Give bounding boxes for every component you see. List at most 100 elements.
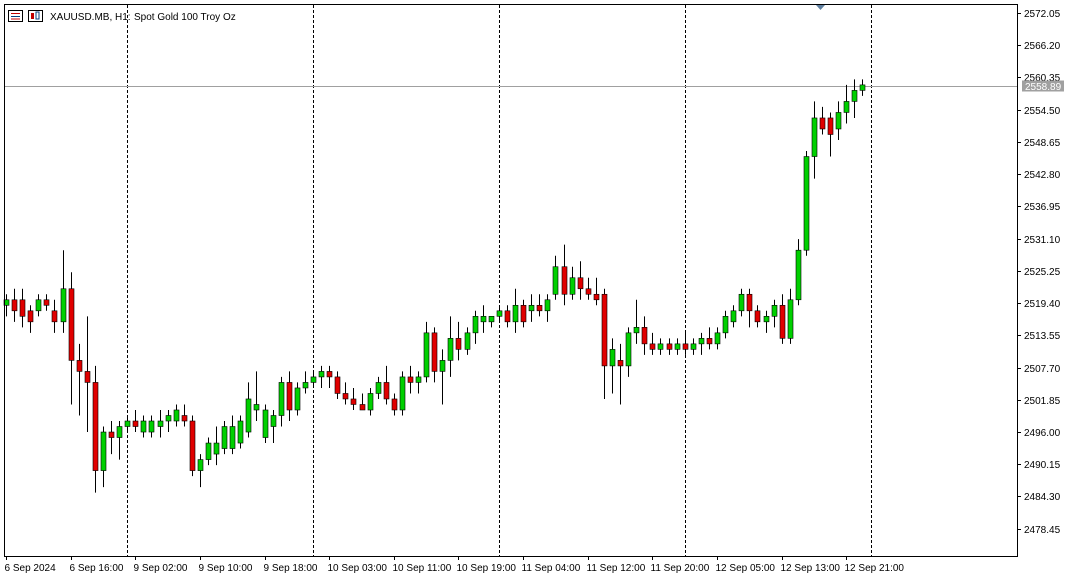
- price-tick-label: 2572.05: [1024, 9, 1061, 20]
- bull-candle: [787, 288, 794, 344]
- candle-body: [649, 343, 656, 350]
- price-tick-label: 2531.10: [1024, 235, 1061, 246]
- bull-candle: [157, 409, 164, 438]
- candle-body: [132, 420, 139, 427]
- chart-type-icon[interactable]: [28, 10, 43, 22]
- candle-body: [520, 304, 527, 323]
- candle-body: [205, 442, 212, 460]
- bear-candle: [68, 272, 75, 405]
- candle-body: [245, 398, 252, 433]
- candle-body: [43, 299, 50, 306]
- candle-body: [407, 376, 414, 383]
- bull-candle: [859, 79, 866, 96]
- bull-candle: [229, 415, 236, 455]
- candle-body: [609, 349, 616, 367]
- candle-body: [278, 382, 285, 416]
- bull-candle: [439, 349, 446, 405]
- bull-candle: [447, 316, 454, 377]
- time-tick-label: 6 Sep 16:00: [70, 563, 124, 574]
- price-tick-label: 2519.40: [1024, 299, 1061, 310]
- candle-body: [399, 376, 406, 411]
- bull-candle: [496, 305, 503, 322]
- candle-body: [754, 310, 761, 323]
- bull-candle: [302, 371, 309, 394]
- bull-candle: [552, 255, 559, 300]
- bull-candle: [294, 382, 301, 416]
- bear-candle: [779, 294, 786, 344]
- candle-body: [383, 382, 390, 400]
- price-tick-label: 2536.95: [1024, 202, 1061, 213]
- bear-candle: [577, 261, 584, 300]
- candle-body: [577, 277, 584, 290]
- bear-candle: [585, 277, 592, 300]
- candle-body: [811, 117, 818, 157]
- chart-header: XAUUSD.MB, H1: Spot Gold 100 Troy Oz: [8, 10, 236, 23]
- bull-candle: [148, 415, 155, 438]
- time-tick-label: 11 Sep 20:00: [651, 563, 710, 574]
- candle-body: [229, 426, 236, 449]
- bull-candle: [165, 409, 172, 433]
- candle-body: [455, 338, 462, 350]
- bear-candle: [132, 409, 139, 433]
- candle-body: [472, 316, 479, 334]
- candle-body: [100, 431, 107, 471]
- bull-candle: [415, 371, 422, 394]
- candle-body: [35, 299, 42, 312]
- bull-candle: [843, 84, 850, 124]
- time-axis[interactable]: 6 Sep 2024 6 Sep 16:00 9 Sep 02:00 9 Sep 10…: [5, 556, 905, 574]
- candle-body: [617, 360, 624, 367]
- candle-body: [165, 415, 172, 422]
- candle-body: [730, 310, 737, 323]
- chart-shift-marker-icon[interactable]: [816, 5, 825, 10]
- candle-body: [189, 420, 196, 471]
- price-tick-label: 2560.35: [1024, 73, 1061, 84]
- bear-candle: [520, 299, 527, 328]
- bear-candle: [181, 404, 188, 427]
- candle-body: [771, 304, 778, 317]
- candle-body: [213, 442, 220, 455]
- bear-candle: [43, 294, 50, 311]
- bull-candle: [399, 371, 406, 416]
- candle-body: [746, 293, 753, 312]
- bull-candle: [528, 294, 535, 322]
- price-tick-label: 2554.50: [1024, 106, 1061, 117]
- bear-candle: [827, 112, 834, 157]
- candle-body: [827, 117, 834, 135]
- candle-body: [439, 360, 446, 372]
- bear-candle: [666, 338, 673, 355]
- candle-body: [423, 332, 430, 378]
- bull-candle: [262, 404, 269, 444]
- candle-body: [294, 387, 301, 411]
- time-tick-label: 9 Sep 02:00: [134, 563, 188, 574]
- bull-candle: [100, 426, 107, 488]
- candle-body: [706, 338, 713, 345]
- bear-candle: [108, 421, 115, 455]
- price-axis[interactable]: 2572.05 2566.20 2560.35 2554.50 2548.65 2542.…: [1017, 9, 1061, 536]
- bull-candle: [512, 288, 519, 333]
- candle-body: [237, 420, 244, 444]
- time-tick-label: 10 Sep 03:00: [328, 563, 388, 574]
- bear-candle: [431, 327, 438, 383]
- bull-candle: [771, 299, 778, 328]
- bear-candle: [641, 316, 648, 355]
- candle-body: [342, 393, 349, 400]
- candle-body: [803, 156, 810, 251]
- day-separators: [127, 5, 872, 556]
- bull-candle: [625, 327, 632, 377]
- current-price-label: 2558.89: [1025, 82, 1062, 93]
- candle-body: [496, 310, 503, 317]
- bull-candle: [375, 376, 382, 399]
- market-watch-icon[interactable]: [8, 10, 23, 22]
- bull-candle: [197, 454, 204, 488]
- candle-body: [318, 371, 325, 378]
- bull-candle: [835, 101, 842, 140]
- candle-body: [795, 249, 802, 301]
- candle-body: [657, 343, 664, 350]
- candle-body: [334, 376, 341, 394]
- candle-body: [375, 382, 382, 394]
- candle-body: [270, 415, 277, 427]
- bear-candle: [746, 288, 753, 328]
- bear-candle: [754, 305, 761, 328]
